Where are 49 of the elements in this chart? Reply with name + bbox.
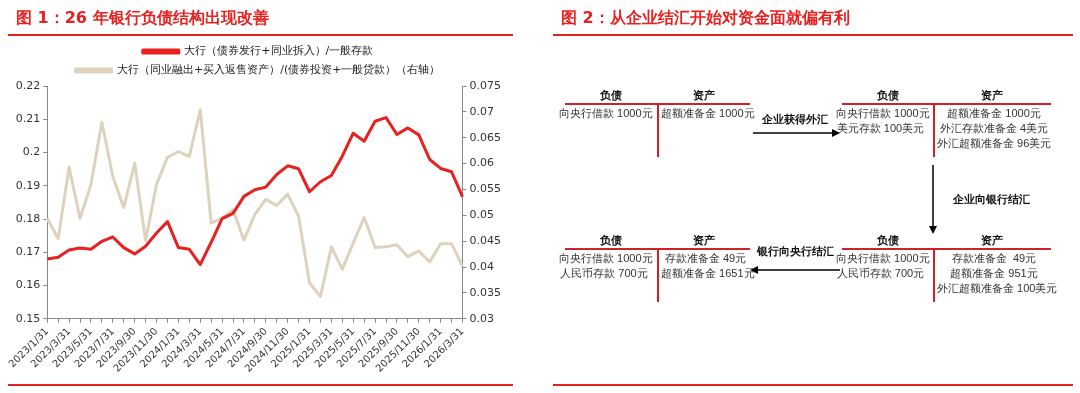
text: 人民币存款 700元 [559, 266, 649, 281]
y-tick-label: 0.22 [15, 78, 41, 92]
text: 负债 [599, 88, 623, 103]
text: 资产 [691, 88, 716, 103]
text: 超额准备金 1000元 [946, 106, 1042, 121]
y2-tick-label: 0.04 [469, 259, 495, 273]
text: 企业获得外汇 [762, 113, 828, 125]
text: 银行向央行结汇 [756, 245, 834, 257]
y2-tick-label: 0.07 [469, 104, 495, 118]
text: 资产 [980, 88, 1004, 103]
text: 负债 [875, 233, 900, 248]
y-tick-label: 0.18 [15, 211, 41, 225]
y-tick-label: 0.17 [15, 245, 41, 259]
y2-tick-label: 0.05 [469, 208, 495, 222]
text: 向央行借款 1000元 [836, 106, 930, 121]
text: 超额准备金 1000元 [661, 106, 755, 121]
text: 存款准备金 49元 [663, 251, 748, 266]
y2-tick-label: 0.035 [469, 285, 502, 299]
text: 外汇超额准备金 96美元 [937, 136, 1052, 151]
text: 超额准备金 1651元 [661, 266, 755, 281]
y-tick-label: 0.2 [22, 145, 41, 159]
y-tick-label: 0.15 [15, 311, 41, 325]
text: 外汇存款准备金 4美元 [938, 121, 1050, 136]
text: 企业向银行结汇 [951, 192, 1031, 207]
text: 向央行借款 1000元 [559, 106, 653, 121]
text: 向央行借款 1000元 [836, 251, 930, 266]
text: 负债 [599, 233, 623, 248]
text: 美元存款 100美元 [836, 121, 925, 136]
text: 图 2：从企业结汇开始对资金面就偏有利 [561, 8, 850, 29]
text: 人民币存款 700元 [836, 266, 925, 281]
text: 超额准备金 951元 [949, 266, 1039, 281]
legend-label: 大行（债券发行+同业拆入）/一般存款 [184, 44, 374, 58]
y2-tick-label: 0.06 [469, 156, 495, 170]
y-tick-label: 0.16 [15, 278, 41, 292]
text: 外汇超额准备金 100美元 [937, 281, 1058, 296]
y2-tick-label: 0.03 [469, 311, 495, 325]
y2-tick-label: 0.075 [469, 78, 502, 92]
chart-title: 图 1：26 年银行负债结构出现改善 [16, 8, 269, 29]
y-tick-label: 0.19 [15, 178, 41, 192]
y2-tick-label: 0.055 [469, 182, 502, 196]
text: 负债 [875, 88, 900, 103]
text: 资产 [691, 233, 716, 248]
legend-label: 大行（同业融出+买入返售资产）/(债券投资+一般贷款）（右轴） [117, 63, 441, 77]
text: 资产 [980, 233, 1004, 248]
y2-tick-label: 0.045 [469, 234, 502, 248]
text: 存款准备金 49元 [950, 251, 1038, 266]
y-tick-label: 0.21 [15, 112, 41, 126]
text: 向央行借款 1000元 [559, 251, 653, 266]
y2-tick-label: 0.065 [469, 130, 502, 144]
